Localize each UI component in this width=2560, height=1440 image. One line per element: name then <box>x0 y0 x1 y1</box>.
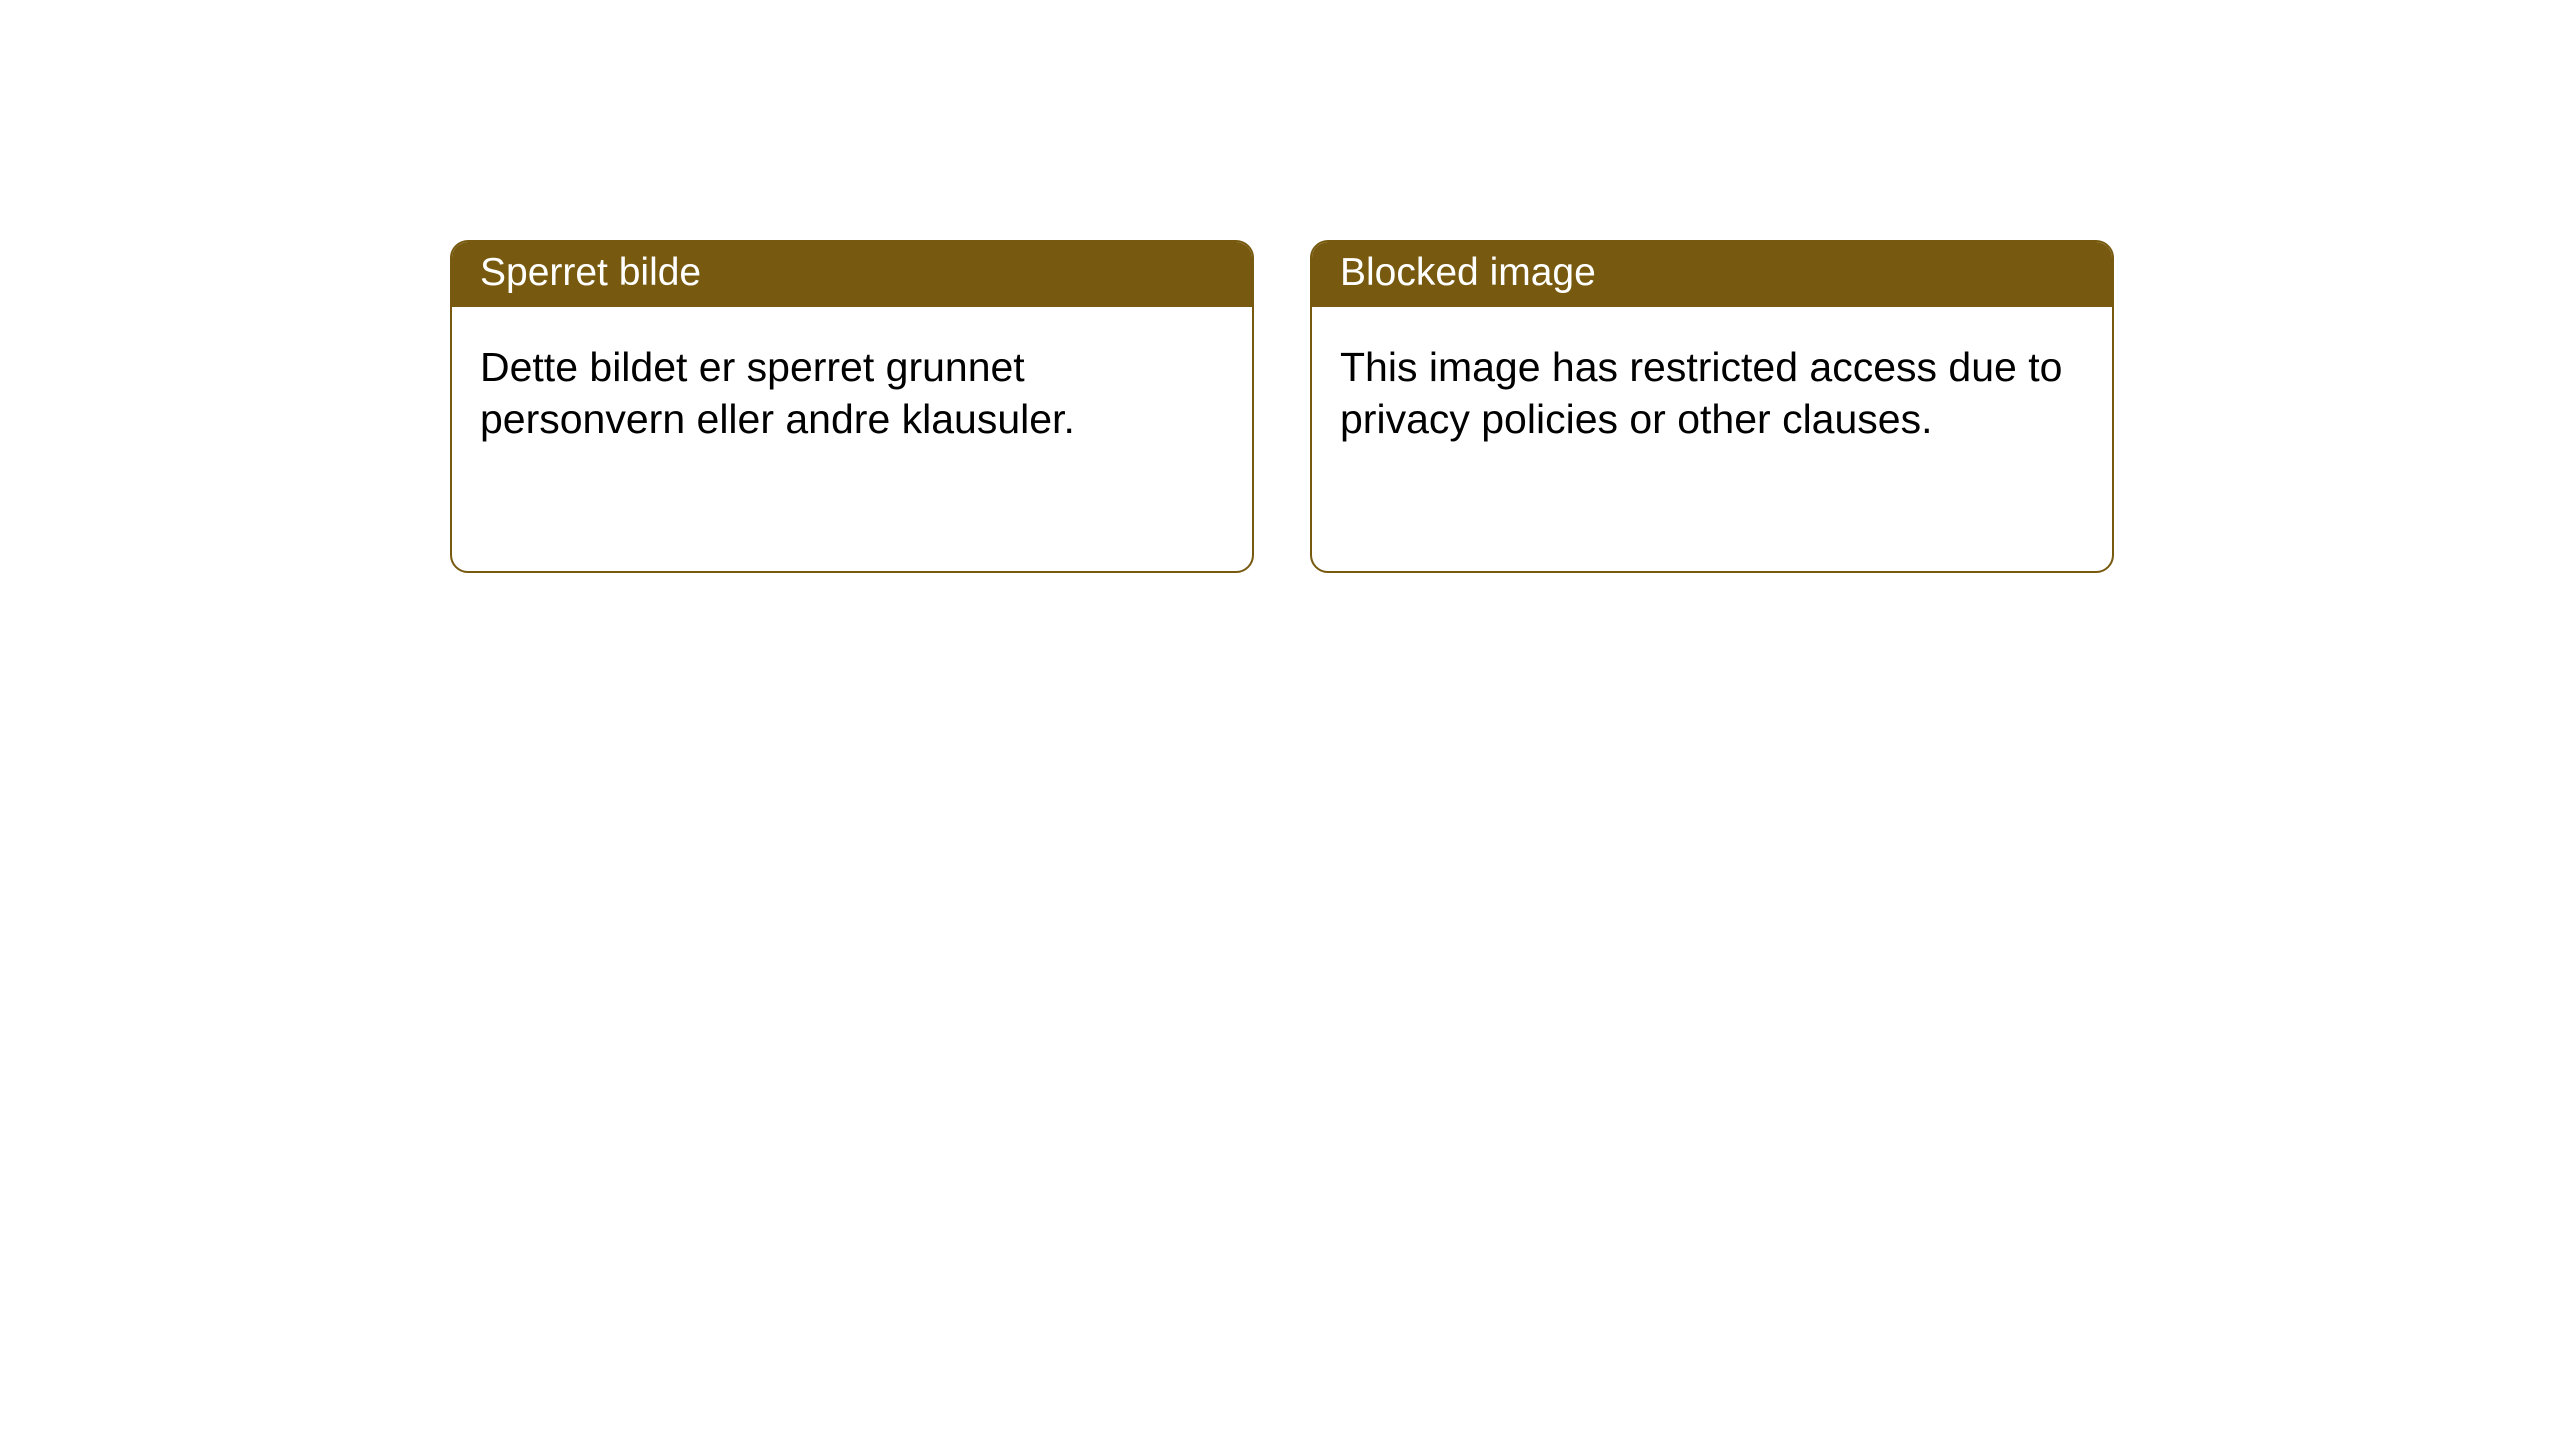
notice-title: Blocked image <box>1312 242 2112 307</box>
notice-body: This image has restricted access due to … <box>1312 307 2112 480</box>
notice-body: Dette bildet er sperret grunnet personve… <box>452 307 1252 480</box>
notice-container: Sperret bilde Dette bildet er sperret gr… <box>450 240 2560 573</box>
notice-title: Sperret bilde <box>452 242 1252 307</box>
notice-box-norwegian: Sperret bilde Dette bildet er sperret gr… <box>450 240 1254 573</box>
notice-box-english: Blocked image This image has restricted … <box>1310 240 2114 573</box>
